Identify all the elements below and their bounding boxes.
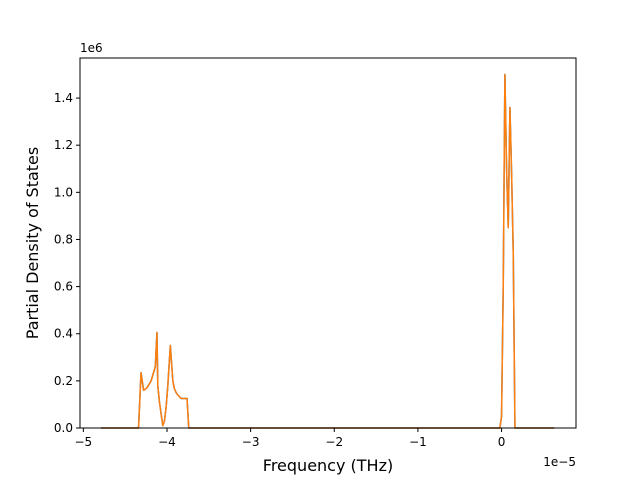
- x-tick-label: −1: [409, 435, 427, 449]
- y-tick-label: 0.2: [54, 374, 73, 388]
- x-tick-label: −5: [74, 435, 92, 449]
- series-line-1: [100, 73, 555, 429]
- y-axis-ticks: 0.0 0.2 0.4 0.6 0.8 1.0 1.2 1.4: [54, 91, 80, 435]
- x-axis-label: Frequency (THz): [263, 456, 393, 475]
- y-tick-label: 0.0: [54, 421, 73, 435]
- y-tick-label: 0.8: [54, 232, 73, 246]
- y-tick-label: 1.2: [54, 138, 73, 152]
- y-tick-label: 1.4: [54, 91, 73, 105]
- y-tick-label: 0.4: [54, 327, 73, 341]
- series-layer: [100, 73, 555, 429]
- x-tick-label: 0: [498, 435, 506, 449]
- x-tick-label: −3: [242, 435, 260, 449]
- y-axis-label: Partial Density of States: [23, 147, 42, 339]
- x-axis-ticks: −5 −4 −3 −2 −1 0: [74, 428, 505, 449]
- x-offset-label: 1e−5: [543, 455, 576, 469]
- y-tick-label: 1.0: [54, 185, 73, 199]
- y-tick-label: 0.6: [54, 280, 73, 294]
- x-tick-label: −2: [325, 435, 343, 449]
- plot-frame: [79, 57, 577, 429]
- x-tick-label: −4: [158, 435, 176, 449]
- y-offset-label: 1e6: [80, 41, 103, 55]
